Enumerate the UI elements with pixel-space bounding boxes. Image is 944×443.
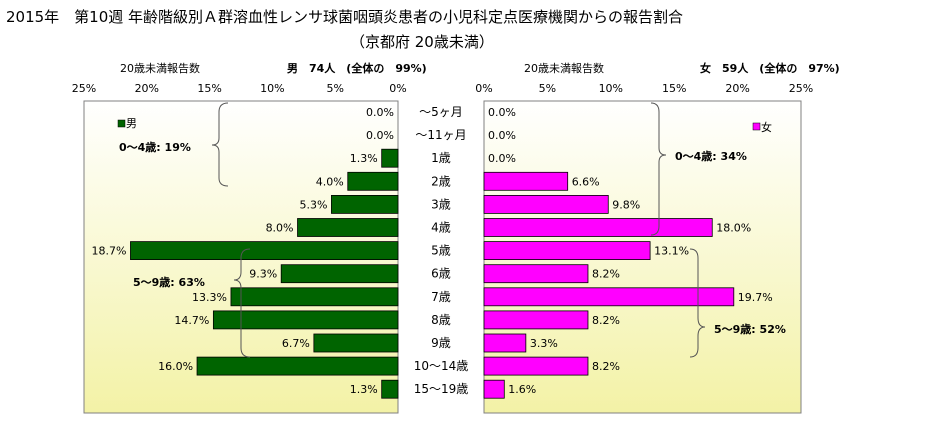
female-value-label: 0.0% bbox=[488, 106, 516, 119]
female-x-tick: 20% bbox=[725, 82, 749, 95]
female-value-label: 19.7% bbox=[738, 291, 773, 304]
chart-title: 2015年 第10週 年齢階級別Ａ群溶血性レンサ球菌咽頭炎患者の小児科定点医療機… bbox=[6, 8, 683, 26]
male-bar bbox=[381, 379, 399, 399]
female-x-tick: 0% bbox=[475, 82, 492, 95]
female-bars bbox=[483, 171, 735, 399]
female-x-tick: 10% bbox=[599, 82, 623, 95]
female-value-label: 3.3% bbox=[530, 337, 558, 350]
male-x-tick: 20% bbox=[135, 82, 159, 95]
male-x-axis: 0% 5% 10% 15% 20% 25% bbox=[72, 82, 407, 95]
female-value-label: 13.1% bbox=[654, 245, 689, 258]
female-bar bbox=[483, 333, 527, 353]
female-x-tick: 25% bbox=[789, 82, 813, 95]
male-bar bbox=[297, 218, 399, 237]
male-x-tick: 10% bbox=[260, 82, 284, 95]
female-bar bbox=[483, 241, 651, 261]
male-value-label: 16.0% bbox=[158, 360, 193, 373]
female-bar bbox=[483, 356, 589, 376]
category-label: 1歳 bbox=[431, 151, 451, 165]
male-legend-swatch bbox=[117, 119, 126, 128]
female-header-total: 女 59人 (全体の 97%) bbox=[700, 61, 840, 75]
female-x-axis: 0% 5% 10% 15% 20% 25% bbox=[475, 82, 813, 95]
male-x-tick: 5% bbox=[326, 82, 343, 95]
female-group1-bracket bbox=[650, 102, 667, 236]
male-bar bbox=[381, 148, 399, 168]
category-label: 8歳 bbox=[431, 313, 451, 327]
category-label: 2歳 bbox=[431, 174, 451, 188]
male-bar bbox=[196, 356, 399, 376]
male-value-label: 9.3% bbox=[249, 268, 277, 281]
male-value-label: 0.0% bbox=[366, 106, 394, 119]
female-value-label: 8.2% bbox=[592, 314, 620, 327]
male-value-label: 8.0% bbox=[266, 222, 294, 235]
category-label: ～11ヶ月 bbox=[415, 128, 466, 142]
female-group2-bracket bbox=[689, 248, 706, 358]
category-label: 7歳 bbox=[431, 290, 451, 304]
male-value-labels: 0.0% 0.0% 1.3% 4.0% 5.3% 8.0% 18.7% 9.3% 13.3% 14… bbox=[92, 106, 394, 396]
male-value-label: 14.7% bbox=[174, 314, 209, 327]
male-value-label: 5.3% bbox=[299, 198, 327, 211]
male-value-label: 1.3% bbox=[350, 152, 378, 165]
male-legend-label: 男 bbox=[126, 117, 137, 130]
female-value-label: 0.0% bbox=[488, 152, 516, 165]
female-value-label: 8.2% bbox=[592, 268, 620, 281]
male-bar bbox=[313, 333, 399, 353]
male-x-tick: 25% bbox=[72, 82, 96, 95]
male-header-label: 20歳未満報告数 bbox=[120, 62, 200, 75]
female-header-label: 20歳未満報告数 bbox=[524, 62, 604, 75]
female-value-label: 6.6% bbox=[572, 175, 600, 188]
category-label: 6歳 bbox=[431, 267, 451, 281]
male-value-label: 6.7% bbox=[282, 337, 310, 350]
male-value-label: 18.7% bbox=[92, 245, 127, 258]
female-bar bbox=[483, 379, 505, 399]
female-value-label: 0.0% bbox=[488, 129, 516, 142]
male-x-tick: 15% bbox=[197, 82, 221, 95]
female-bar bbox=[483, 171, 569, 191]
chart-subtitle: （京都府 20歳未満） bbox=[350, 33, 494, 51]
female-value-labels: 0.0% 0.0% 0.0% 6.6% 9.8% 18.0% 13.1% 8.2% 19.7% 8… bbox=[488, 106, 773, 396]
category-label: 9歳 bbox=[431, 336, 451, 350]
male-value-label: 1.3% bbox=[350, 383, 378, 396]
female-bar bbox=[483, 287, 735, 307]
male-value-label: 4.0% bbox=[316, 175, 344, 188]
male-bar bbox=[130, 241, 399, 261]
male-group2-bracket bbox=[233, 248, 251, 358]
female-group2-label: 5～9歳: 52% bbox=[714, 322, 786, 336]
female-bar bbox=[483, 264, 589, 284]
male-bar bbox=[212, 310, 399, 330]
male-bar bbox=[280, 264, 399, 284]
female-x-tick: 15% bbox=[662, 82, 686, 95]
category-label: 10～14歳 bbox=[414, 359, 469, 373]
female-value-label: 18.0% bbox=[716, 222, 751, 235]
female-legend-swatch bbox=[752, 122, 761, 131]
female-group1-label: 0～4歳: 34% bbox=[675, 149, 747, 163]
category-label: ～5ヶ月 bbox=[419, 105, 463, 119]
category-label: 15～19歳 bbox=[414, 382, 469, 396]
male-header-total: 男 74人 (全体の 99%) bbox=[287, 61, 427, 75]
male-bars bbox=[130, 148, 399, 399]
male-group1-bracket bbox=[211, 102, 229, 187]
female-x-tick: 5% bbox=[539, 82, 556, 95]
male-group2-label: 5～9歳: 63% bbox=[133, 275, 205, 289]
female-legend-label: 女 bbox=[761, 120, 772, 134]
female-value-label: 9.8% bbox=[612, 198, 640, 211]
male-bar bbox=[230, 287, 399, 307]
category-label: 5歳 bbox=[431, 244, 451, 258]
category-labels: ～5ヶ月 ～11ヶ月 1歳 2歳 3歳 4歳 5歳 6歳 7歳 8歳 9歳 10～14歳 15～19歳 bbox=[414, 105, 469, 396]
male-bar bbox=[331, 194, 399, 214]
male-bar bbox=[347, 171, 399, 191]
category-label: 3歳 bbox=[431, 197, 451, 211]
male-x-tick: 0% bbox=[389, 82, 406, 95]
female-bar bbox=[483, 310, 589, 330]
female-bar bbox=[483, 218, 713, 237]
female-value-label: 1.6% bbox=[508, 383, 536, 396]
male-value-label: 13.3% bbox=[192, 291, 227, 304]
male-value-label: 0.0% bbox=[366, 129, 394, 142]
female-value-label: 8.2% bbox=[592, 360, 620, 373]
male-group1-label: 0～4歳: 19% bbox=[119, 140, 191, 154]
category-label: 4歳 bbox=[431, 221, 451, 235]
female-bar bbox=[483, 194, 609, 214]
